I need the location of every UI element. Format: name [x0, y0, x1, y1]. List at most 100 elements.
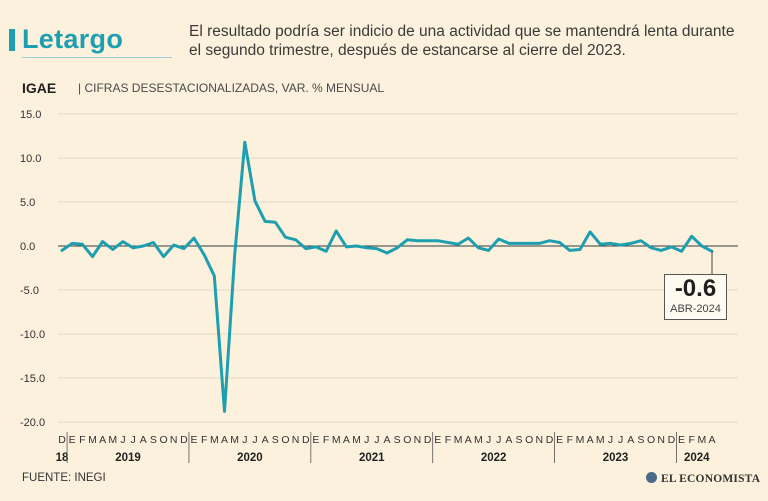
x-tick-label: S: [516, 434, 523, 446]
y-tick-label: -5.0: [20, 285, 39, 297]
x-tick-label: J: [496, 434, 501, 446]
x-tick-label: N: [414, 434, 422, 446]
last-value-callout: -0.6 ABR-2024: [664, 274, 727, 320]
x-tick-label: A: [587, 434, 594, 446]
x-tick-label: D: [668, 434, 676, 446]
page-subtitle: El resultado podría ser indicio de una a…: [189, 23, 735, 59]
x-tick-label: F: [201, 434, 207, 446]
x-tick-label: E: [678, 434, 685, 446]
x-tick-label: A: [343, 434, 350, 446]
grid-layer: [58, 113, 738, 423]
y-tick-label: -10.0: [20, 329, 45, 341]
x-tick-label: J: [130, 434, 135, 446]
x-tick-label: F: [567, 434, 573, 446]
x-tick-label: F: [79, 434, 85, 446]
logo-text: EL ECONOMISTA: [661, 473, 761, 485]
x-tick-label: F: [323, 434, 329, 446]
x-tick-label: D: [302, 434, 310, 446]
x-tick-label: N: [536, 434, 544, 446]
x-tick-label: S: [150, 434, 157, 446]
page-title: Letargo: [22, 24, 124, 54]
series-layer: [60, 140, 714, 413]
x-tick-label: A: [99, 434, 106, 446]
chart-label: IGAE: [22, 80, 57, 96]
x-tick-label: D: [424, 434, 432, 446]
title-accent-bar: [9, 29, 15, 51]
y-tick-label: 0.0: [20, 241, 35, 253]
x-tick-label: D: [180, 434, 188, 446]
x-tick-label: O: [525, 434, 533, 446]
y-tick-label: -15.0: [20, 373, 45, 385]
x-tick-label: J: [242, 434, 247, 446]
x-tick-label: O: [647, 434, 655, 446]
x-tick-label: E: [312, 434, 319, 446]
year-label: 2022: [481, 452, 507, 464]
x-tick-label: A: [262, 434, 269, 446]
x-tick-label: M: [210, 434, 219, 446]
publisher-logo: EL ECONOMISTA: [646, 472, 760, 485]
x-tick-label: M: [454, 434, 463, 446]
x-tick-label: A: [140, 434, 147, 446]
x-tick-label: A: [383, 434, 390, 446]
x-tick-label: M: [88, 434, 97, 446]
x-tick-label: M: [576, 434, 585, 446]
x-tick-label: D: [58, 434, 66, 446]
logo-icon: [646, 472, 657, 483]
x-tick-label: M: [108, 434, 117, 446]
year-label: 2020: [237, 452, 263, 464]
x-tick-label: A: [505, 434, 512, 446]
x-tick-label: F: [445, 434, 451, 446]
x-tick-label: D: [546, 434, 554, 446]
x-tick-label: M: [332, 434, 341, 446]
x-tick-label: A: [708, 434, 715, 446]
callout-value: -0.6: [674, 275, 717, 302]
x-tick-label: J: [618, 434, 623, 446]
x-tick-label: S: [637, 434, 644, 446]
x-tick-label: O: [281, 434, 289, 446]
x-tick-label: J: [120, 434, 125, 446]
x-tick-label: N: [292, 434, 300, 446]
x-tick-label: O: [403, 434, 411, 446]
x-tick-label: M: [596, 434, 605, 446]
x-tick-label: N: [170, 434, 178, 446]
x-tick-label: N: [657, 434, 665, 446]
x-tick-label: O: [159, 434, 167, 446]
x-tick-label: E: [69, 434, 76, 446]
x-tick-label: M: [474, 434, 483, 446]
x-tick-label: J: [364, 434, 369, 446]
x-tick-label: A: [465, 434, 472, 446]
x-tick-label: E: [191, 434, 198, 446]
y-tick-label: 5.0: [20, 197, 35, 209]
chart-panel: [4, 4, 762, 495]
series-line: [60, 140, 714, 413]
x-tick-label: E: [434, 434, 441, 446]
y-tick-label: 10.0: [20, 153, 41, 165]
x-tick-label: J: [486, 434, 491, 446]
x-tick-label: J: [374, 434, 379, 446]
year-label: 2023: [603, 452, 629, 464]
title-underline: [22, 57, 172, 58]
x-tick-label: M: [697, 434, 706, 446]
year-label: 2024: [684, 452, 710, 464]
x-tick-label: M: [230, 434, 239, 446]
x-tick-label: S: [272, 434, 279, 446]
x-tick-label: M: [352, 434, 361, 446]
source-note: FUENTE: INEGI: [22, 472, 106, 484]
y-tick-label: 15.0: [20, 109, 41, 121]
x-tick-label: F: [688, 434, 694, 446]
x-tick-label: J: [608, 434, 613, 446]
chart-sublabel: | CIFRAS DESESTACIONALIZADAS, VAR. % MEN…: [78, 81, 385, 95]
x-tick-label: S: [394, 434, 401, 446]
y-axis-tick-labels: 15.0 10.0 5.0 0.0 -5.0 -10.0 -15.0 -20.0: [20, 109, 45, 429]
year-label: 2021: [359, 452, 385, 464]
year-label: 18: [56, 452, 69, 464]
callout-date: ABR-2024: [670, 303, 721, 315]
x-tick-label: A: [221, 434, 228, 446]
y-tick-label: -20.0: [20, 417, 45, 429]
x-tick-label: A: [627, 434, 634, 446]
year-label: 2019: [115, 452, 141, 464]
x-tick-label: E: [556, 434, 563, 446]
x-tick-label: J: [252, 434, 257, 446]
